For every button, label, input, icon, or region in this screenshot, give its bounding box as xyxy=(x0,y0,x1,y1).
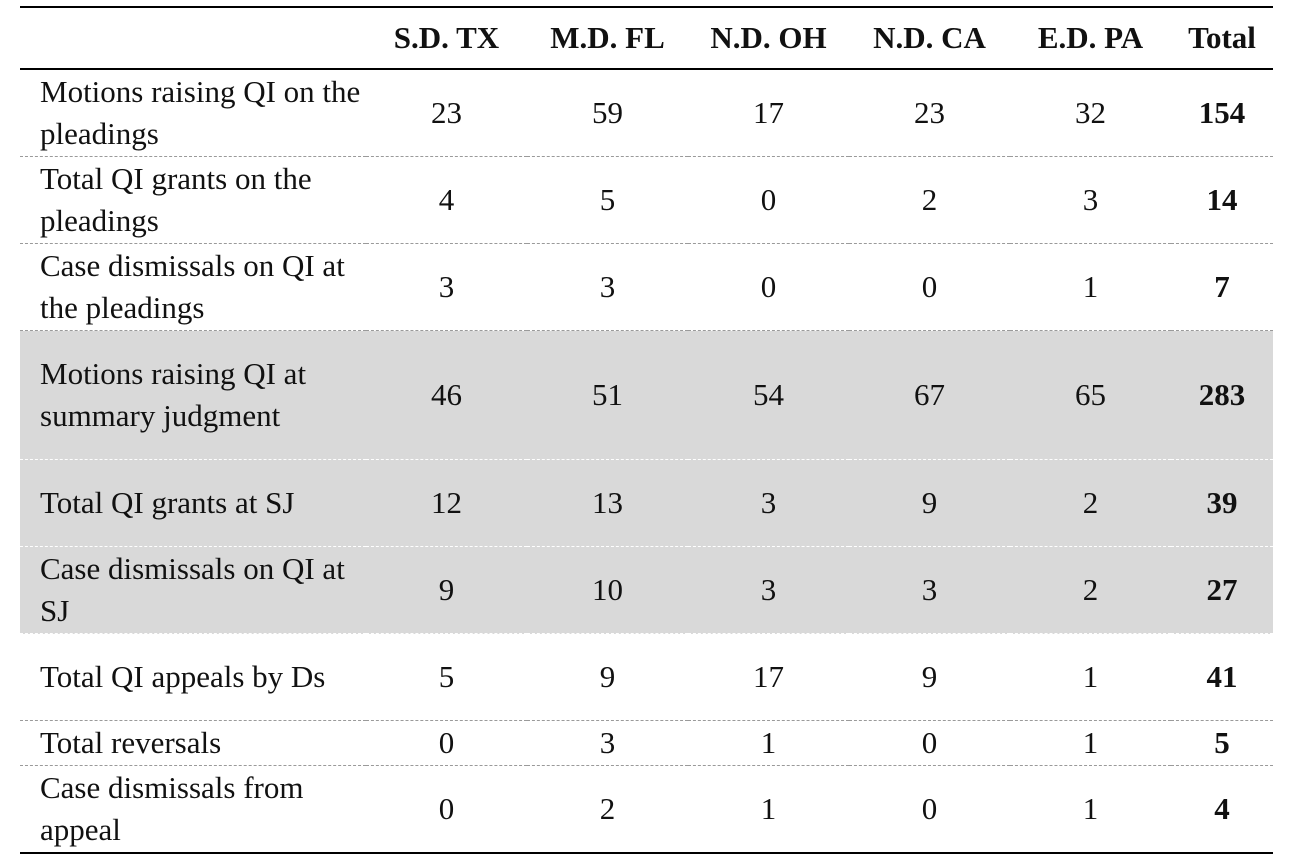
cell-total: 14 xyxy=(1206,182,1238,217)
cell-ndca: 9 xyxy=(849,459,1010,547)
cell-sdtx: 23 xyxy=(431,95,462,130)
cell-ndca: 67 xyxy=(849,330,1010,460)
cell-sdtx: 3 xyxy=(438,269,455,304)
cell-ndca: 0 xyxy=(921,791,938,826)
cell-ndoh: 3 xyxy=(688,546,849,634)
cell-sdtx: 0 xyxy=(438,725,455,760)
cell-mdfl: 3 xyxy=(599,269,616,304)
column-header-ndoh: N.D. OH xyxy=(710,20,827,55)
cell-ndoh: 1 xyxy=(760,791,777,826)
row-label: Total QI grants on the pleadings xyxy=(40,161,312,238)
cell-total: 7 xyxy=(1214,269,1230,304)
table-row: Total QI grants at SJ 12 13 3 9 2 39 xyxy=(20,459,1273,547)
cell-edpa: 1 xyxy=(1082,791,1099,826)
table-body: Motions raising QI on the pleadings 23 59 1… xyxy=(20,69,1273,853)
column-header-sdtx: S.D. TX xyxy=(393,20,500,55)
table-row: Case dismissals on QI at the pleadings 3 3… xyxy=(20,244,1273,331)
column-header-label xyxy=(20,7,366,69)
header-row: S.D. TX M.D. FL N.D. OH N.D. CA E.D. PA … xyxy=(20,7,1273,69)
cell-mdfl: 5 xyxy=(599,182,616,217)
column-header-total: Total xyxy=(1188,20,1256,55)
cell-total: 39 xyxy=(1171,459,1273,547)
cell-ndca: 23 xyxy=(914,95,945,130)
cell-ndoh: 0 xyxy=(760,182,777,217)
cell-edpa: 32 xyxy=(1075,95,1106,130)
cell-ndoh: 17 xyxy=(753,659,784,694)
cell-edpa: 1 xyxy=(1082,725,1099,760)
cell-edpa: 65 xyxy=(1010,330,1171,460)
cell-edpa: 1 xyxy=(1082,659,1099,694)
cell-total: 27 xyxy=(1171,546,1273,634)
cell-sdtx: 0 xyxy=(438,791,455,826)
cell-sdtx: 9 xyxy=(366,546,527,634)
cell-total: 154 xyxy=(1198,95,1246,130)
row-label: Case dismissals on QI at SJ xyxy=(20,546,366,634)
column-header-edpa: E.D. PA xyxy=(1037,20,1144,55)
cell-total: 41 xyxy=(1206,659,1238,694)
cell-ndca: 2 xyxy=(921,182,938,217)
row-label: Case dismissals from appeal xyxy=(40,770,304,847)
cell-sdtx: 12 xyxy=(366,459,527,547)
table-row: Motions raising QI at summary judgment 46… xyxy=(20,330,1273,460)
cell-sdtx: 46 xyxy=(366,330,527,460)
cell-edpa: 2 xyxy=(1010,459,1171,547)
cell-mdfl: 9 xyxy=(599,659,616,694)
table-row: Total QI grants on the pleadings 4 5 0 2 3 14 xyxy=(20,157,1273,244)
cell-sdtx: 5 xyxy=(438,659,455,694)
cell-ndoh: 3 xyxy=(688,459,849,547)
cell-ndoh: 0 xyxy=(760,269,777,304)
cell-ndoh: 17 xyxy=(753,95,784,130)
cell-total: 4 xyxy=(1214,791,1230,826)
cell-ndca: 3 xyxy=(849,546,1010,634)
row-label: Total QI grants at SJ xyxy=(20,459,366,547)
table-row: Case dismissals from appeal 0 2 1 0 1 4 xyxy=(20,766,1273,853)
cell-total: 283 xyxy=(1171,330,1273,460)
column-header-mdfl: M.D. FL xyxy=(550,20,665,55)
cell-mdfl: 59 xyxy=(592,95,623,130)
cell-mdfl: 13 xyxy=(527,459,688,547)
row-label: Motions raising QI at summary judgment xyxy=(20,330,366,460)
cell-mdfl: 10 xyxy=(527,546,688,634)
cell-ndca: 9 xyxy=(921,659,938,694)
column-header-ndca: N.D. CA xyxy=(873,20,986,55)
cell-ndoh: 54 xyxy=(688,330,849,460)
cell-ndoh: 1 xyxy=(760,725,777,760)
cell-edpa: 1 xyxy=(1082,269,1099,304)
cell-edpa: 2 xyxy=(1010,546,1171,634)
cell-sdtx: 4 xyxy=(438,182,455,217)
cell-ndca: 0 xyxy=(921,269,938,304)
table-row: Total QI appeals by Ds 5 9 17 9 1 41 xyxy=(20,634,1273,721)
cell-mdfl: 51 xyxy=(527,330,688,460)
cell-total: 5 xyxy=(1214,725,1230,760)
row-label: Case dismissals on QI at the pleadings xyxy=(40,248,345,325)
cell-edpa: 3 xyxy=(1082,182,1099,217)
qi-district-table: S.D. TX M.D. FL N.D. OH N.D. CA E.D. PA … xyxy=(20,6,1273,854)
row-label: Motions raising QI on the pleadings xyxy=(40,74,361,151)
table-row: Case dismissals on QI at SJ 9 10 3 3 2 27 xyxy=(20,546,1273,634)
cell-ndca: 0 xyxy=(921,725,938,760)
cell-mdfl: 3 xyxy=(599,725,616,760)
cell-mdfl: 2 xyxy=(599,791,616,826)
table-row: Motions raising QI on the pleadings 23 59 1… xyxy=(20,69,1273,157)
row-label: Total QI appeals by Ds xyxy=(40,659,326,694)
row-label: Total reversals xyxy=(40,725,222,760)
table-row: Total reversals 0 3 1 0 1 5 xyxy=(20,721,1273,766)
